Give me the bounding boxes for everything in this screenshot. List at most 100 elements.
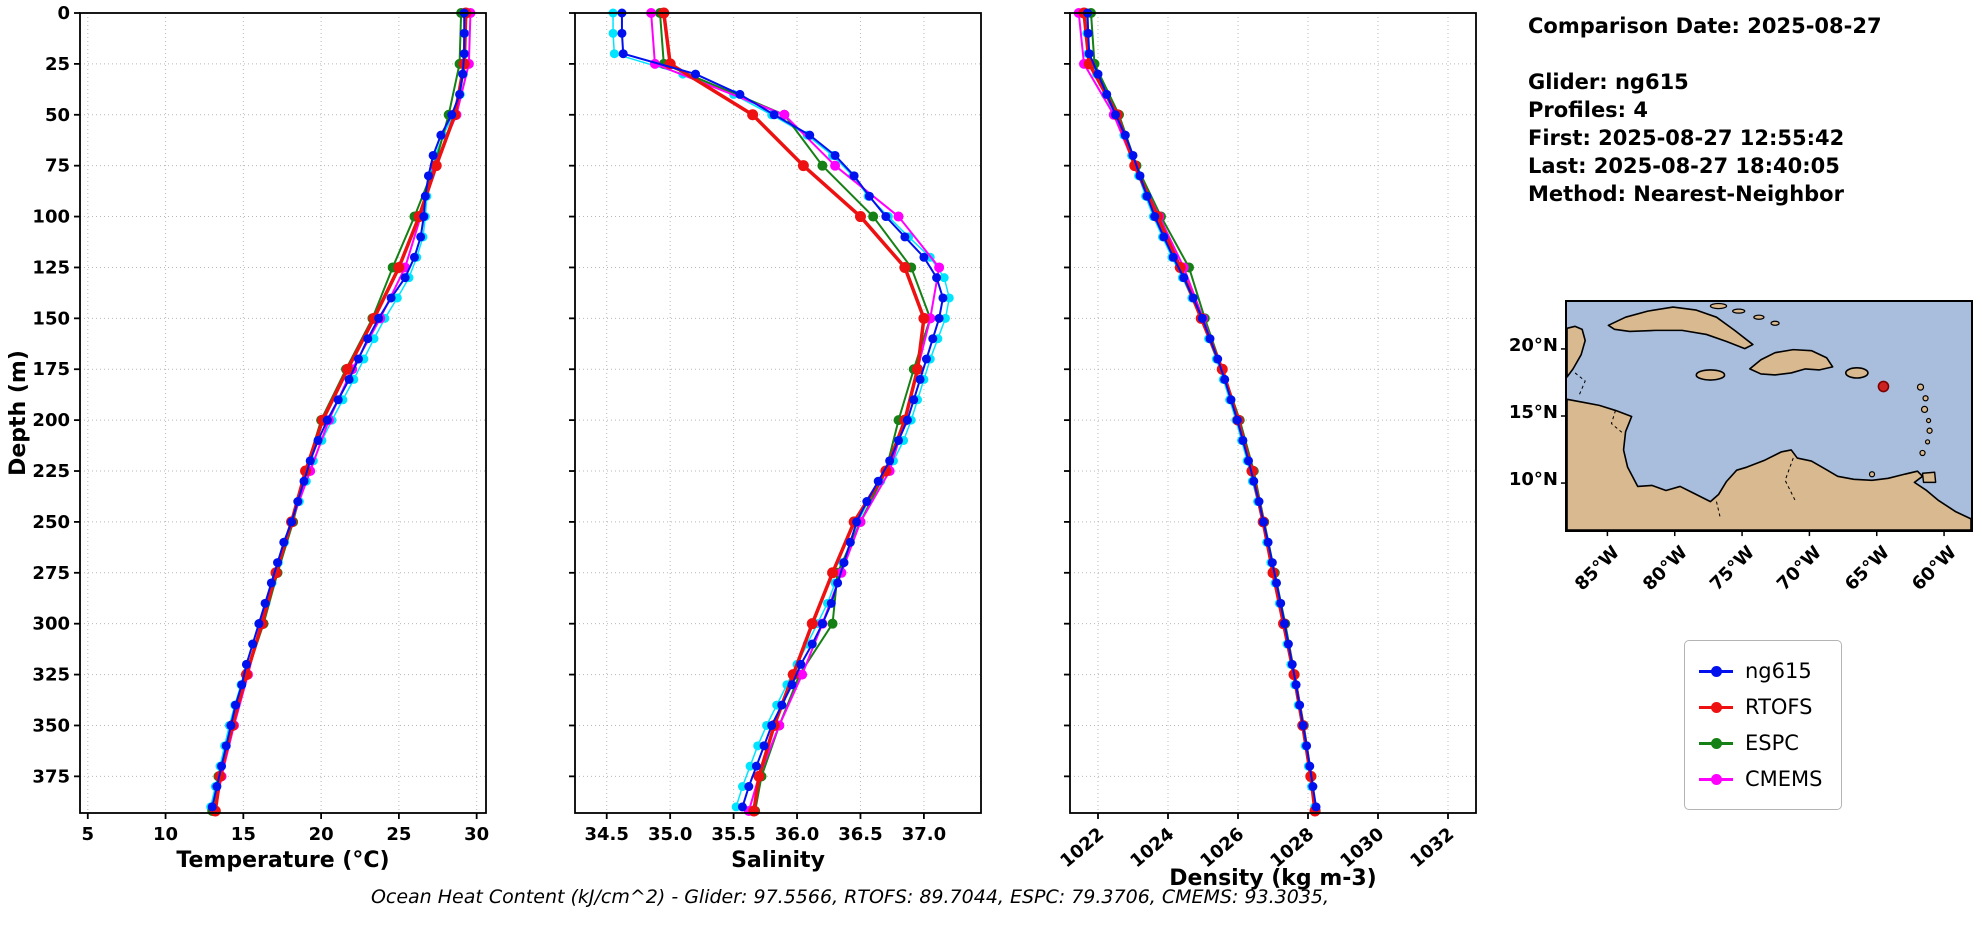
svg-text:275: 275 <box>32 563 70 584</box>
line-marker-icon <box>1699 665 1733 677</box>
map-land-antilles <box>1916 383 1925 391</box>
map-land-bahamas <box>1753 314 1765 320</box>
svg-text:150: 150 <box>32 308 70 329</box>
glider-id-text: Glider: ng615 <box>1528 70 1689 94</box>
info-panel: Comparison Date: 2025-08-27 Glider: ng61… <box>1528 12 1882 208</box>
legend-item-espc: ESPC <box>1699 725 1823 761</box>
svg-text:1024: 1024 <box>1126 824 1178 872</box>
legend-label: ESPC <box>1745 731 1799 755</box>
map-lon-label: 80°W <box>1638 542 1692 595</box>
legend-label: RTOFS <box>1745 695 1813 719</box>
profiles-count-text: Profiles: 4 <box>1528 98 1649 122</box>
map-lon-label: 75°W <box>1705 542 1759 595</box>
map-border-dashed <box>1715 501 1722 519</box>
salinity-profile-chart: 34.5 35.0 35.5 36.0 36.5 37.0 Salinity <box>569 7 982 873</box>
svg-text:1026: 1026 <box>1196 824 1248 872</box>
svg-text:25: 25 <box>386 824 411 845</box>
svg-text:325: 325 <box>32 665 70 686</box>
map-lat-label: 15°N <box>1508 402 1558 423</box>
map-land-bahamas <box>1709 302 1728 310</box>
svg-text:34.5: 34.5 <box>585 824 629 845</box>
svg-text:375: 375 <box>32 766 70 787</box>
svg-text:35.5: 35.5 <box>711 824 755 845</box>
svg-text:250: 250 <box>32 512 70 533</box>
map-land-antilles <box>1926 427 1933 434</box>
svg-text:50: 50 <box>45 105 70 126</box>
svg-text:35.0: 35.0 <box>648 824 692 845</box>
svg-text:225: 225 <box>32 461 70 482</box>
map-land-cuba <box>1607 306 1754 350</box>
map-lon-label: 65°W <box>1840 542 1894 595</box>
map-land-antilles <box>1920 405 1929 414</box>
map-land-bahamas <box>1770 320 1780 326</box>
location-map <box>1560 300 1973 537</box>
svg-text:1030: 1030 <box>1336 824 1388 872</box>
last-time-text: Last: 2025-08-27 18:40:05 <box>1528 154 1840 178</box>
map-lat-label: 20°N <box>1508 334 1558 356</box>
temperature-profile-chart: 5 10 15 20 25 30 0 25 50 75 100 125 150 175 200 225 250 2… <box>6 3 489 873</box>
map-border-dashed <box>1610 410 1624 435</box>
method-text: Method: Nearest-Neighbor <box>1528 182 1844 206</box>
svg-text:37.0: 37.0 <box>902 824 946 845</box>
svg-text:350: 350 <box>32 715 70 736</box>
map-land-hispaniola <box>1749 348 1834 376</box>
svg-text:30: 30 <box>464 824 489 845</box>
comparison-date-text: Comparison Date: 2025-08-27 <box>1528 14 1882 38</box>
svg-text:1032: 1032 <box>1406 824 1458 872</box>
map-longitude-labels: 85°W 80°W 75°W 70°W 65°W 60°W <box>1565 534 1969 604</box>
caribbean-map-svg <box>1560 302 1972 537</box>
density-profile-chart: 1022 1024 1026 1028 1030 1032 Density (kg m-3) <box>1056 7 1477 891</box>
map-land-margarita <box>1868 471 1876 478</box>
svg-text:15: 15 <box>231 824 256 845</box>
svg-text:100: 100 <box>32 207 70 228</box>
svg-text:1022: 1022 <box>1056 824 1108 872</box>
svg-text:0: 0 <box>57 3 70 24</box>
svg-text:125: 125 <box>32 257 70 278</box>
glider-location-marker <box>1877 380 1890 393</box>
map-land-antilles <box>1919 449 1926 457</box>
svg-text:300: 300 <box>32 614 70 635</box>
map-lon-label: 85°W <box>1571 542 1625 595</box>
legend-item-ng615: ng615 <box>1699 653 1823 689</box>
svg-text:Depth (m): Depth (m) <box>6 350 31 476</box>
svg-text:36.0: 36.0 <box>775 824 819 845</box>
svg-text:20: 20 <box>309 824 334 845</box>
svg-text:Salinity: Salinity <box>731 848 825 873</box>
line-marker-icon <box>1699 773 1733 785</box>
svg-text:25: 25 <box>45 54 70 75</box>
legend-label: ng615 <box>1745 659 1812 683</box>
map-latitude-labels: 20°N 15°N 10°N <box>1508 300 1558 528</box>
ocean-heat-content-caption: Ocean Heat Content (kJ/cm^2) - Glider: 9… <box>370 886 1330 908</box>
map-lon-label: 60°W <box>1907 542 1961 595</box>
map-lon-label: 70°W <box>1773 542 1827 595</box>
legend-item-rtofs: RTOFS <box>1699 689 1823 725</box>
map-land-jamaica <box>1695 369 1726 381</box>
svg-text:175: 175 <box>32 359 70 380</box>
map-land-antilles <box>1922 395 1929 402</box>
line-marker-icon <box>1699 701 1733 713</box>
svg-text:Density (kg m-3): Density (kg m-3) <box>1169 866 1377 891</box>
svg-text:10: 10 <box>153 824 178 845</box>
map-land-puerto-rico <box>1844 367 1869 379</box>
svg-text:Temperature (°C): Temperature (°C) <box>176 848 389 873</box>
map-land-mainland <box>1566 398 1972 531</box>
map-land-bahamas <box>1732 308 1746 314</box>
first-time-text: First: 2025-08-27 12:55:42 <box>1528 126 1845 150</box>
map-land-yucatan <box>1566 325 1586 378</box>
map-land-antilles <box>1924 439 1931 445</box>
map-border-dashed <box>1574 372 1586 396</box>
legend: ng615 RTOFS ESPC CMEMS <box>1684 640 1842 810</box>
legend-item-cmems: CMEMS <box>1699 761 1823 797</box>
map-border-dashed <box>1784 457 1796 501</box>
line-marker-icon <box>1699 737 1733 749</box>
map-lat-label: 10°N <box>1508 469 1558 491</box>
svg-text:75: 75 <box>45 156 70 177</box>
svg-text:5: 5 <box>82 824 95 845</box>
svg-text:1028: 1028 <box>1266 824 1318 872</box>
svg-text:200: 200 <box>32 410 70 431</box>
map-land-trinidad <box>1921 471 1937 484</box>
legend-label: CMEMS <box>1745 767 1823 791</box>
svg-text:36.5: 36.5 <box>838 824 882 845</box>
map-land-antilles <box>1925 417 1932 424</box>
